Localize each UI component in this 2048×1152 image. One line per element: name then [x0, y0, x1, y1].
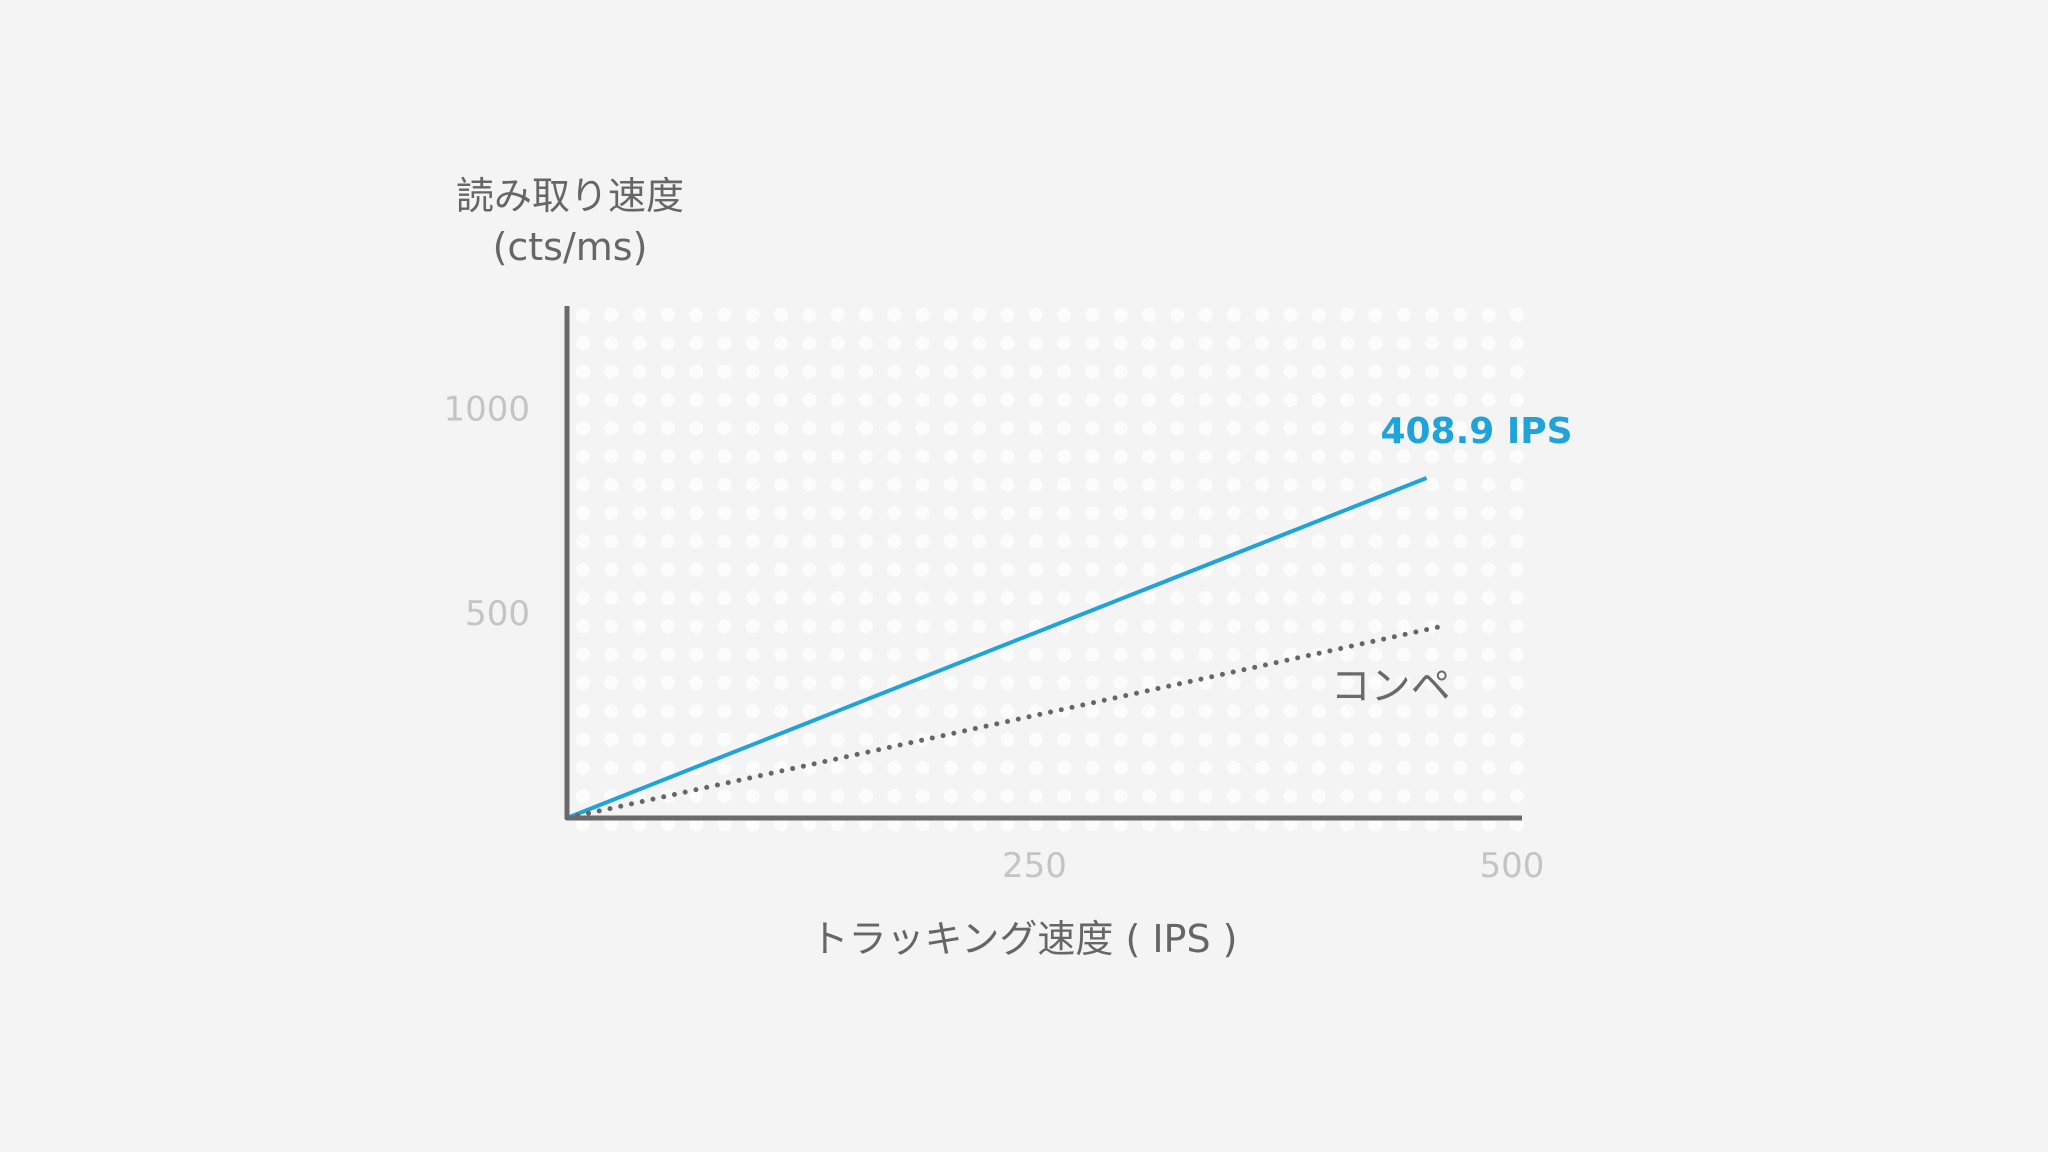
series-line-ips	[566, 476, 1428, 820]
x-tick-label: 250	[1002, 846, 1067, 886]
x-tick-label: 500	[1480, 846, 1545, 886]
series-label-competitor: コンペ	[1331, 663, 1451, 709]
y-tick-label: 1000	[443, 389, 530, 429]
series-layer: 408.9 IPS コンペ	[564, 411, 1573, 821]
y-axis-label-line2: (cts/ms)	[493, 225, 648, 269]
series-label-ips: 408.9 IPS	[1380, 411, 1572, 452]
y-tick-label: 500	[465, 594, 530, 634]
y-tick-labels: 500 1000	[443, 389, 530, 634]
y-axis-label-line1: 読み取り速度	[456, 174, 684, 218]
background-dot-grid	[576, 308, 1524, 832]
series-line-competitor	[564, 622, 1449, 821]
x-axis-label: トラッキング速度 ( IPS )	[811, 917, 1238, 961]
x-tick-labels: 250 500	[1002, 846, 1544, 886]
